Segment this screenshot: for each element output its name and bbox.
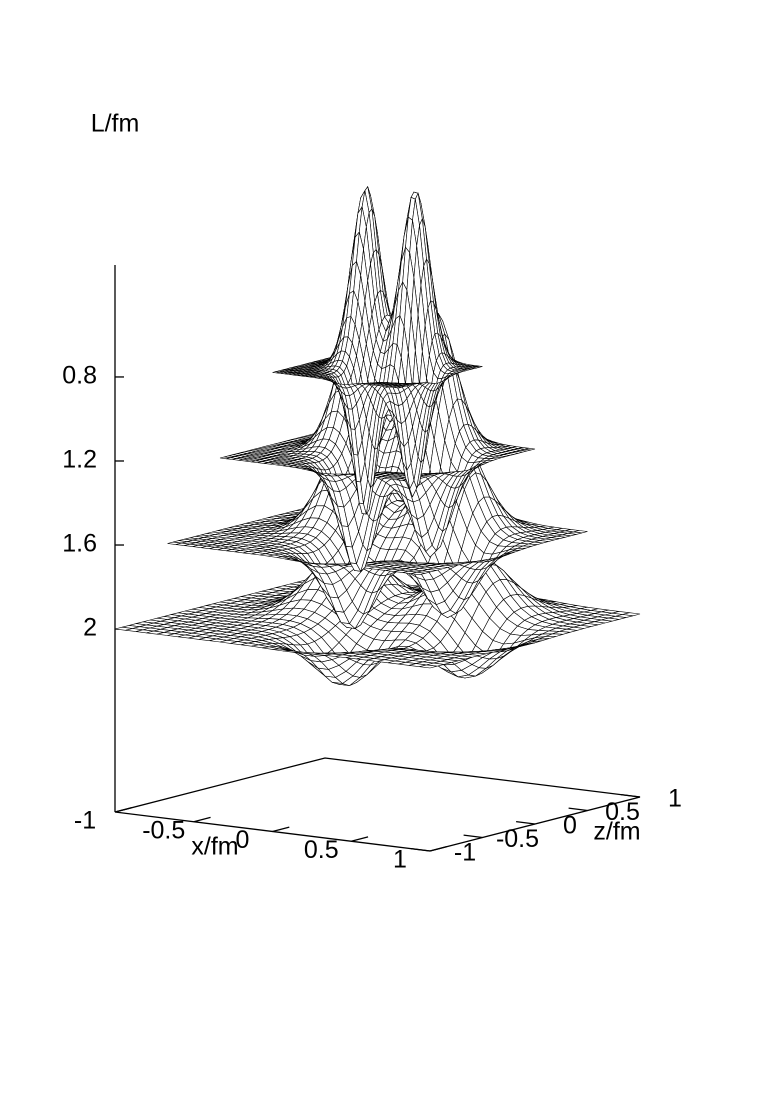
x-tick bbox=[351, 837, 368, 841]
y-tick bbox=[569, 808, 588, 810]
y-tick-label: 0.5 bbox=[605, 798, 640, 826]
z-tick-label: 2 bbox=[83, 614, 97, 642]
y-tick-label: -1 bbox=[454, 839, 476, 867]
mesh-cell bbox=[394, 387, 401, 388]
y-tick-label: -0.5 bbox=[496, 825, 539, 853]
x-tick-label: 0.5 bbox=[304, 836, 339, 864]
z-tick-label: 0.8 bbox=[62, 362, 97, 390]
x-tick bbox=[194, 817, 211, 821]
z-axis-label: L/fm bbox=[91, 110, 140, 138]
x-tick bbox=[115, 808, 132, 812]
y-tick bbox=[516, 822, 535, 824]
y-tick-label: 1 bbox=[668, 785, 682, 813]
x-tick-label: 1 bbox=[393, 846, 407, 874]
z-tick-label: 1.6 bbox=[62, 530, 97, 558]
y-tick bbox=[411, 849, 430, 851]
x-tick bbox=[430, 847, 447, 851]
y-tick bbox=[464, 835, 483, 837]
z-tick-label: 1.2 bbox=[62, 446, 97, 474]
x-tick bbox=[273, 827, 290, 831]
x-tick-label: -0.5 bbox=[142, 816, 185, 844]
x-axis-label: x/fm bbox=[191, 833, 238, 861]
y-tick bbox=[621, 795, 640, 797]
x-tick-label: 0 bbox=[236, 826, 250, 854]
y-tick-label: 0 bbox=[563, 812, 577, 840]
x-tick-label: -1 bbox=[74, 807, 96, 835]
